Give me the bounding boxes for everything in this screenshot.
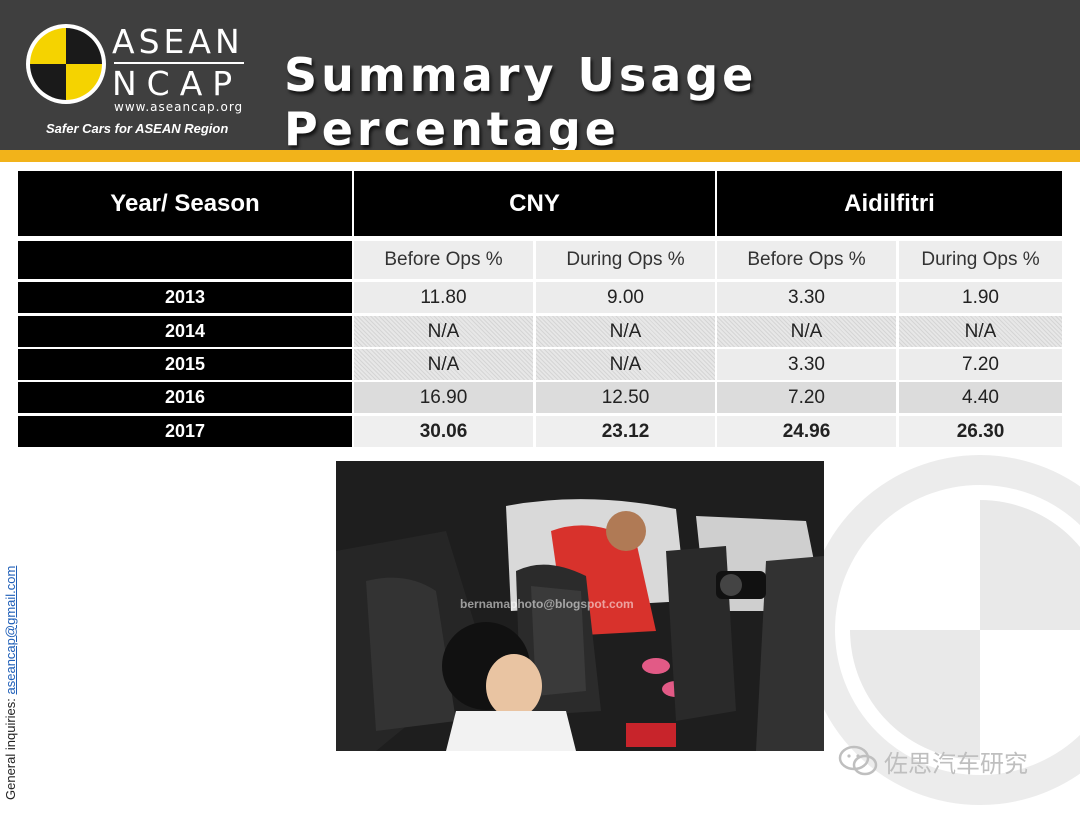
value-cell: 12.50 (536, 382, 715, 413)
group-header-cny: CNY (354, 171, 715, 236)
subheader-cny-before: Before Ops % (354, 241, 533, 279)
tagline: Safer Cars for ASEAN Region (46, 121, 229, 136)
value-cell: 16.90 (354, 382, 533, 413)
year-cell: 2015 (18, 349, 352, 380)
header-bar: ASEAN NCAP www.aseancap.org Safer Cars f… (0, 0, 1080, 156)
year-cell: 2017 (18, 416, 352, 447)
corner-header: Year/ Season (18, 171, 352, 236)
value-cell: 11.80 (354, 282, 533, 313)
year-cell: 2016 (18, 382, 352, 413)
value-cell: 4.40 (899, 382, 1062, 413)
value-cell: 7.20 (717, 382, 896, 413)
value-cell: 26.30 (899, 416, 1062, 447)
watermark-text: 佐思汽车研究 (884, 750, 1028, 778)
brand-divider (114, 62, 244, 64)
brand-name-line2: NCAP (112, 64, 243, 103)
value-cell: N/A (536, 316, 715, 347)
contact-email-link[interactable]: aseancap@gmail.com (3, 565, 18, 695)
value-cell: N/A (536, 349, 715, 380)
subheader-aidil-during: During Ops % (899, 241, 1062, 279)
accent-band (0, 150, 1080, 162)
brand-name-line1: ASEAN (112, 22, 244, 61)
value-cell: N/A (354, 316, 533, 347)
value-cell: 24.96 (717, 416, 896, 447)
value-cell: N/A (717, 316, 896, 347)
page-title: Summary Usage Percentage (284, 48, 758, 156)
ncap-logo-icon (26, 24, 106, 104)
car-interior-illustration (336, 461, 824, 751)
value-cell: N/A (899, 316, 1062, 347)
contact-label: General inquiries: (3, 698, 18, 800)
value-cell: N/A (354, 349, 533, 380)
year-cell: 2013 (18, 282, 352, 313)
value-cell: 30.06 (354, 416, 533, 447)
value-cell: 9.00 (536, 282, 715, 313)
subheader-aidil-before: Before Ops % (717, 241, 896, 279)
value-cell: 23.12 (536, 416, 715, 447)
wechat-icon (838, 745, 878, 776)
group-header-aidilfitri: Aidilfitri (717, 171, 1062, 236)
car-seat-photo: bernamaphoto@blogspot.com (336, 461, 824, 751)
photo-watermark: bernamaphoto@blogspot.com (460, 597, 634, 611)
contact-sidebar: General inquiries: aseancap@gmail.com (3, 566, 18, 800)
brand-url: www.aseancap.org (114, 100, 244, 114)
subheader-cny-during: During Ops % (536, 241, 715, 279)
subheader-blank (18, 241, 352, 279)
value-cell: 3.30 (717, 349, 896, 380)
value-cell: 3.30 (717, 282, 896, 313)
value-cell: 1.90 (899, 282, 1062, 313)
value-cell: 7.20 (899, 349, 1062, 380)
year-cell: 2014 (18, 316, 352, 347)
